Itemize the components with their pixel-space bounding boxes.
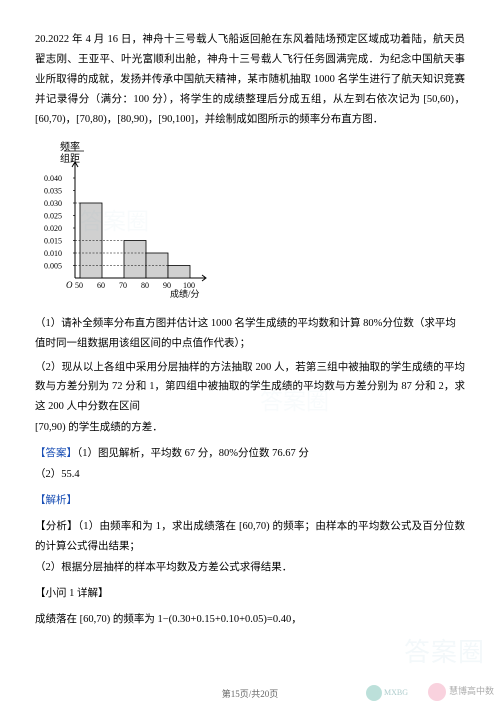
sub-question-1: （1）请补全频率分布直方图并估计这 1000 名学生成绩的平均数和计算 80%分… xyxy=(35,314,465,354)
svg-text:O: O xyxy=(66,280,73,290)
analysis-1: 【分析】（1）由频率和为 1，求出成绩落在 [60,70) 的频率；由样本的平均… xyxy=(35,517,465,557)
detail-header: 【小问 1 详解】 xyxy=(35,584,465,604)
svg-text:0.025: 0.025 xyxy=(44,211,62,220)
svg-text:0.020: 0.020 xyxy=(44,224,62,233)
watermark-right: 慧博高中数 xyxy=(428,683,494,701)
svg-text:0.030: 0.030 xyxy=(44,199,62,208)
wm-right-text: 慧博高中数 xyxy=(449,683,494,700)
problem-body: 2022 年 4 月 16 日，神舟十三号载人飞船返回舱在东风着陆场预定区域成功… xyxy=(35,34,465,125)
svg-text:70: 70 xyxy=(119,281,127,290)
analysis-2: （2）根据分层抽样的样本平均数及方差公式求得结果． xyxy=(35,558,465,578)
analysis-1-text: （1）由频率和为 1，求出成绩落在 [60,70) 的频率；由样本的平均数公式及… xyxy=(35,521,465,552)
svg-text:0.010: 0.010 xyxy=(44,249,62,258)
page-footer: 第15页/共20页 xyxy=(0,686,500,703)
svg-text:成绩/分: 成绩/分 xyxy=(170,288,200,298)
problem-text: 20.2022 年 4 月 16 日，神舟十三号载人飞船返回舱在东风着陆场预定区… xyxy=(35,30,465,130)
svg-text:0.005: 0.005 xyxy=(44,261,62,270)
svg-text:80: 80 xyxy=(141,281,149,290)
svg-text:组距: 组距 xyxy=(60,152,80,165)
sub-question-2-part1: （2）现从以上各组中采用分层抽样的方法抽取 200 人，若第三组中被抽取的学生成… xyxy=(35,358,465,418)
answer-line-1: 【答案】（1）图见解析，平均数 67 分，80%分位数 76.67 分 xyxy=(35,444,465,464)
svg-text:60: 60 xyxy=(97,281,105,290)
answer-1-text: （1）图见解析，平均数 67 分，80%分位数 76.67 分 xyxy=(77,448,309,459)
wm-left-text: MXBG xyxy=(384,685,408,700)
bg-watermark: 答案圈 xyxy=(404,628,485,677)
wm-badge-icon xyxy=(428,683,446,701)
sub-question-2-part2: [70,90) 的学生成绩的方差． xyxy=(35,418,465,438)
svg-text:0.035: 0.035 xyxy=(44,186,62,195)
watermark-left: MXBG xyxy=(366,685,408,701)
question-number: 20. xyxy=(35,34,48,45)
detail-text: 成绩落在 [60,70) 的频率为 1−(0.30+0.15+0.10+0.05… xyxy=(35,610,465,630)
svg-text:0.040: 0.040 xyxy=(44,174,62,183)
analysis-header: 【解析】 xyxy=(35,494,77,506)
analysis-header-line: 【解析】 xyxy=(35,491,465,511)
answer-line-2: （2）55.4 xyxy=(35,465,465,485)
svg-text:50: 50 xyxy=(75,281,83,290)
svg-text:0.015: 0.015 xyxy=(44,236,62,245)
histogram-chart: 频率 组距 0.005 0.010 0.015 0.020 0.025 0.03… xyxy=(40,138,465,306)
answer-header: 【答案】 xyxy=(35,447,77,459)
analysis-sub-header: 【分析】 xyxy=(35,521,78,532)
wm-circle-icon xyxy=(366,685,382,701)
